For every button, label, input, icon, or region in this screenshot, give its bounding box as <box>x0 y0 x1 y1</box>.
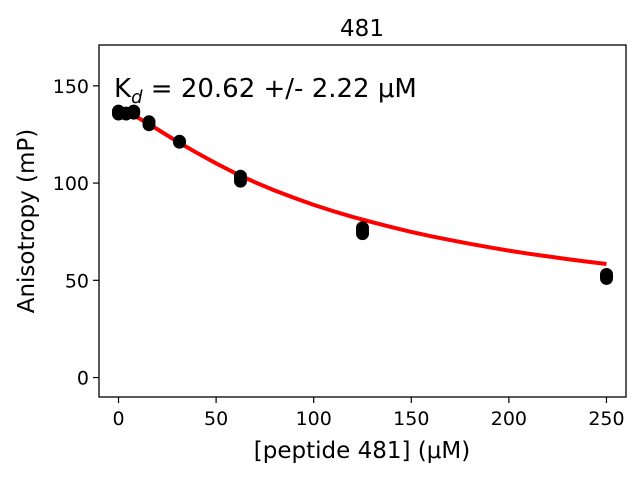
kd-annotation-sub: d <box>131 87 143 108</box>
data-point <box>142 115 156 129</box>
data-point <box>173 134 186 148</box>
plot-area <box>112 104 613 285</box>
plot-frame <box>98 44 627 398</box>
x-tick-label: 250 <box>588 408 624 430</box>
y-axis-label: Anisotropy (mP) <box>14 129 40 314</box>
kd-annotation-main: K <box>114 74 132 104</box>
x-axis-label: [peptide 481] (μM) <box>254 438 470 464</box>
data-point <box>356 221 369 235</box>
data-point <box>127 104 141 118</box>
y-tick-label: 0 <box>77 368 89 390</box>
data-point <box>234 169 247 183</box>
kd-annotation: Kd = 20.62 +/- 2.22 μM <box>114 74 417 108</box>
chart-title: 481 <box>340 16 384 42</box>
x-axis: 0 50 100 150 200 250 <box>112 397 625 430</box>
x-tick-label: 200 <box>491 408 527 430</box>
x-tick-label: 150 <box>393 408 429 430</box>
x-tick-label: 0 <box>112 408 124 430</box>
y-tick-label: 50 <box>65 270 89 292</box>
y-axis: 0 50 100 150 <box>53 76 99 390</box>
kd-annotation-unit: μM <box>378 74 417 104</box>
kd-annotation-rest: = 20.62 +/- 2.22 <box>143 74 378 104</box>
fit-curve <box>117 109 607 266</box>
data-point <box>600 268 613 281</box>
y-tick-label: 100 <box>53 173 89 195</box>
y-tick-label: 150 <box>53 76 89 98</box>
x-tick-label: 50 <box>204 408 228 430</box>
x-tick-label: 100 <box>296 408 332 430</box>
